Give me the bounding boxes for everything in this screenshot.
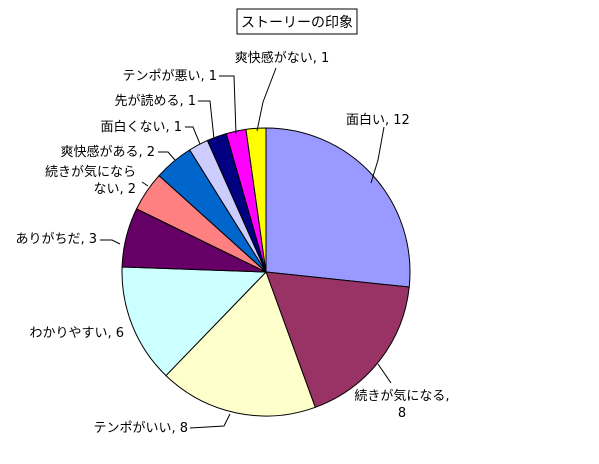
leader-line xyxy=(377,363,392,384)
slice-labels: 面白い, 12 続きが気になる, 8 テンポがいい, 8 わかりやすい, 6 ありがちだ,… xyxy=(15,50,449,436)
slice-label-line: テンポが悪い, 1 xyxy=(122,69,217,84)
leader-line xyxy=(185,126,201,145)
chart-title: ストーリーの印象 xyxy=(241,15,353,31)
slice-label: 先が読める, 1 xyxy=(114,93,196,109)
slice-label: 爽快感がない, 1 xyxy=(235,50,330,66)
pie-slices xyxy=(121,127,411,417)
slice-label: 面白い, 12 xyxy=(346,112,410,128)
slice-label-line: 先が読める, 1 xyxy=(114,93,196,109)
slice-label-line: 爽快感がある, 2 xyxy=(60,144,155,160)
slice-label: 爽快感がある, 2 xyxy=(60,144,155,160)
slice-label-line: テンポがいい, 8 xyxy=(93,421,188,436)
slice-label: 続きが気にならない, 2 xyxy=(45,164,136,197)
chart-title-group: ストーリーの印象 xyxy=(236,8,358,35)
slice-label-line: 8 xyxy=(398,406,406,421)
leader-line xyxy=(370,126,385,184)
leader-line xyxy=(256,67,277,132)
leader-lines xyxy=(100,67,392,429)
slice-label-line: 爽快感がない, 1 xyxy=(235,50,330,66)
slice-label: 続きが気になる, 8 xyxy=(354,388,449,421)
pie-slice xyxy=(165,271,316,417)
chart-title-box xyxy=(236,8,358,35)
slice-label-line: ない, 2 xyxy=(93,182,136,197)
slice-label: 面白くない, 1 xyxy=(100,119,182,135)
slice-label-line: 面白い, 12 xyxy=(346,112,410,128)
slice-label-line: わかりやすい, 6 xyxy=(29,326,124,341)
leader-line xyxy=(198,100,215,140)
leader-line xyxy=(219,75,237,135)
slice-label-line: 続きが気になる, xyxy=(354,388,449,404)
leader-line xyxy=(100,239,121,245)
pie-slice xyxy=(245,127,267,273)
pie-slice xyxy=(121,266,268,377)
pie-slice xyxy=(265,127,411,288)
slice-label-line: 面白くない, 1 xyxy=(100,119,182,135)
leader-line xyxy=(158,151,176,161)
slice-label: テンポがいい, 8 xyxy=(93,421,188,436)
leader-line xyxy=(141,181,149,187)
slice-label: ありがちだ, 3 xyxy=(15,232,97,247)
pie-slice xyxy=(265,271,410,408)
slice-label: テンポが悪い, 1 xyxy=(122,69,217,84)
slice-label-line: 続きが気になら xyxy=(45,164,136,180)
leader-line xyxy=(189,413,231,429)
slice-label: わかりやすい, 6 xyxy=(29,326,124,341)
slice-label-line: ありがちだ, 3 xyxy=(15,232,97,247)
